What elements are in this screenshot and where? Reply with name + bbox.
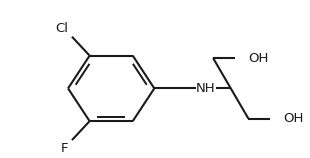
Text: Cl: Cl: [55, 22, 68, 35]
Text: OH: OH: [248, 52, 269, 65]
Text: OH: OH: [284, 112, 304, 125]
Text: NH: NH: [196, 82, 215, 95]
Text: F: F: [60, 142, 68, 155]
